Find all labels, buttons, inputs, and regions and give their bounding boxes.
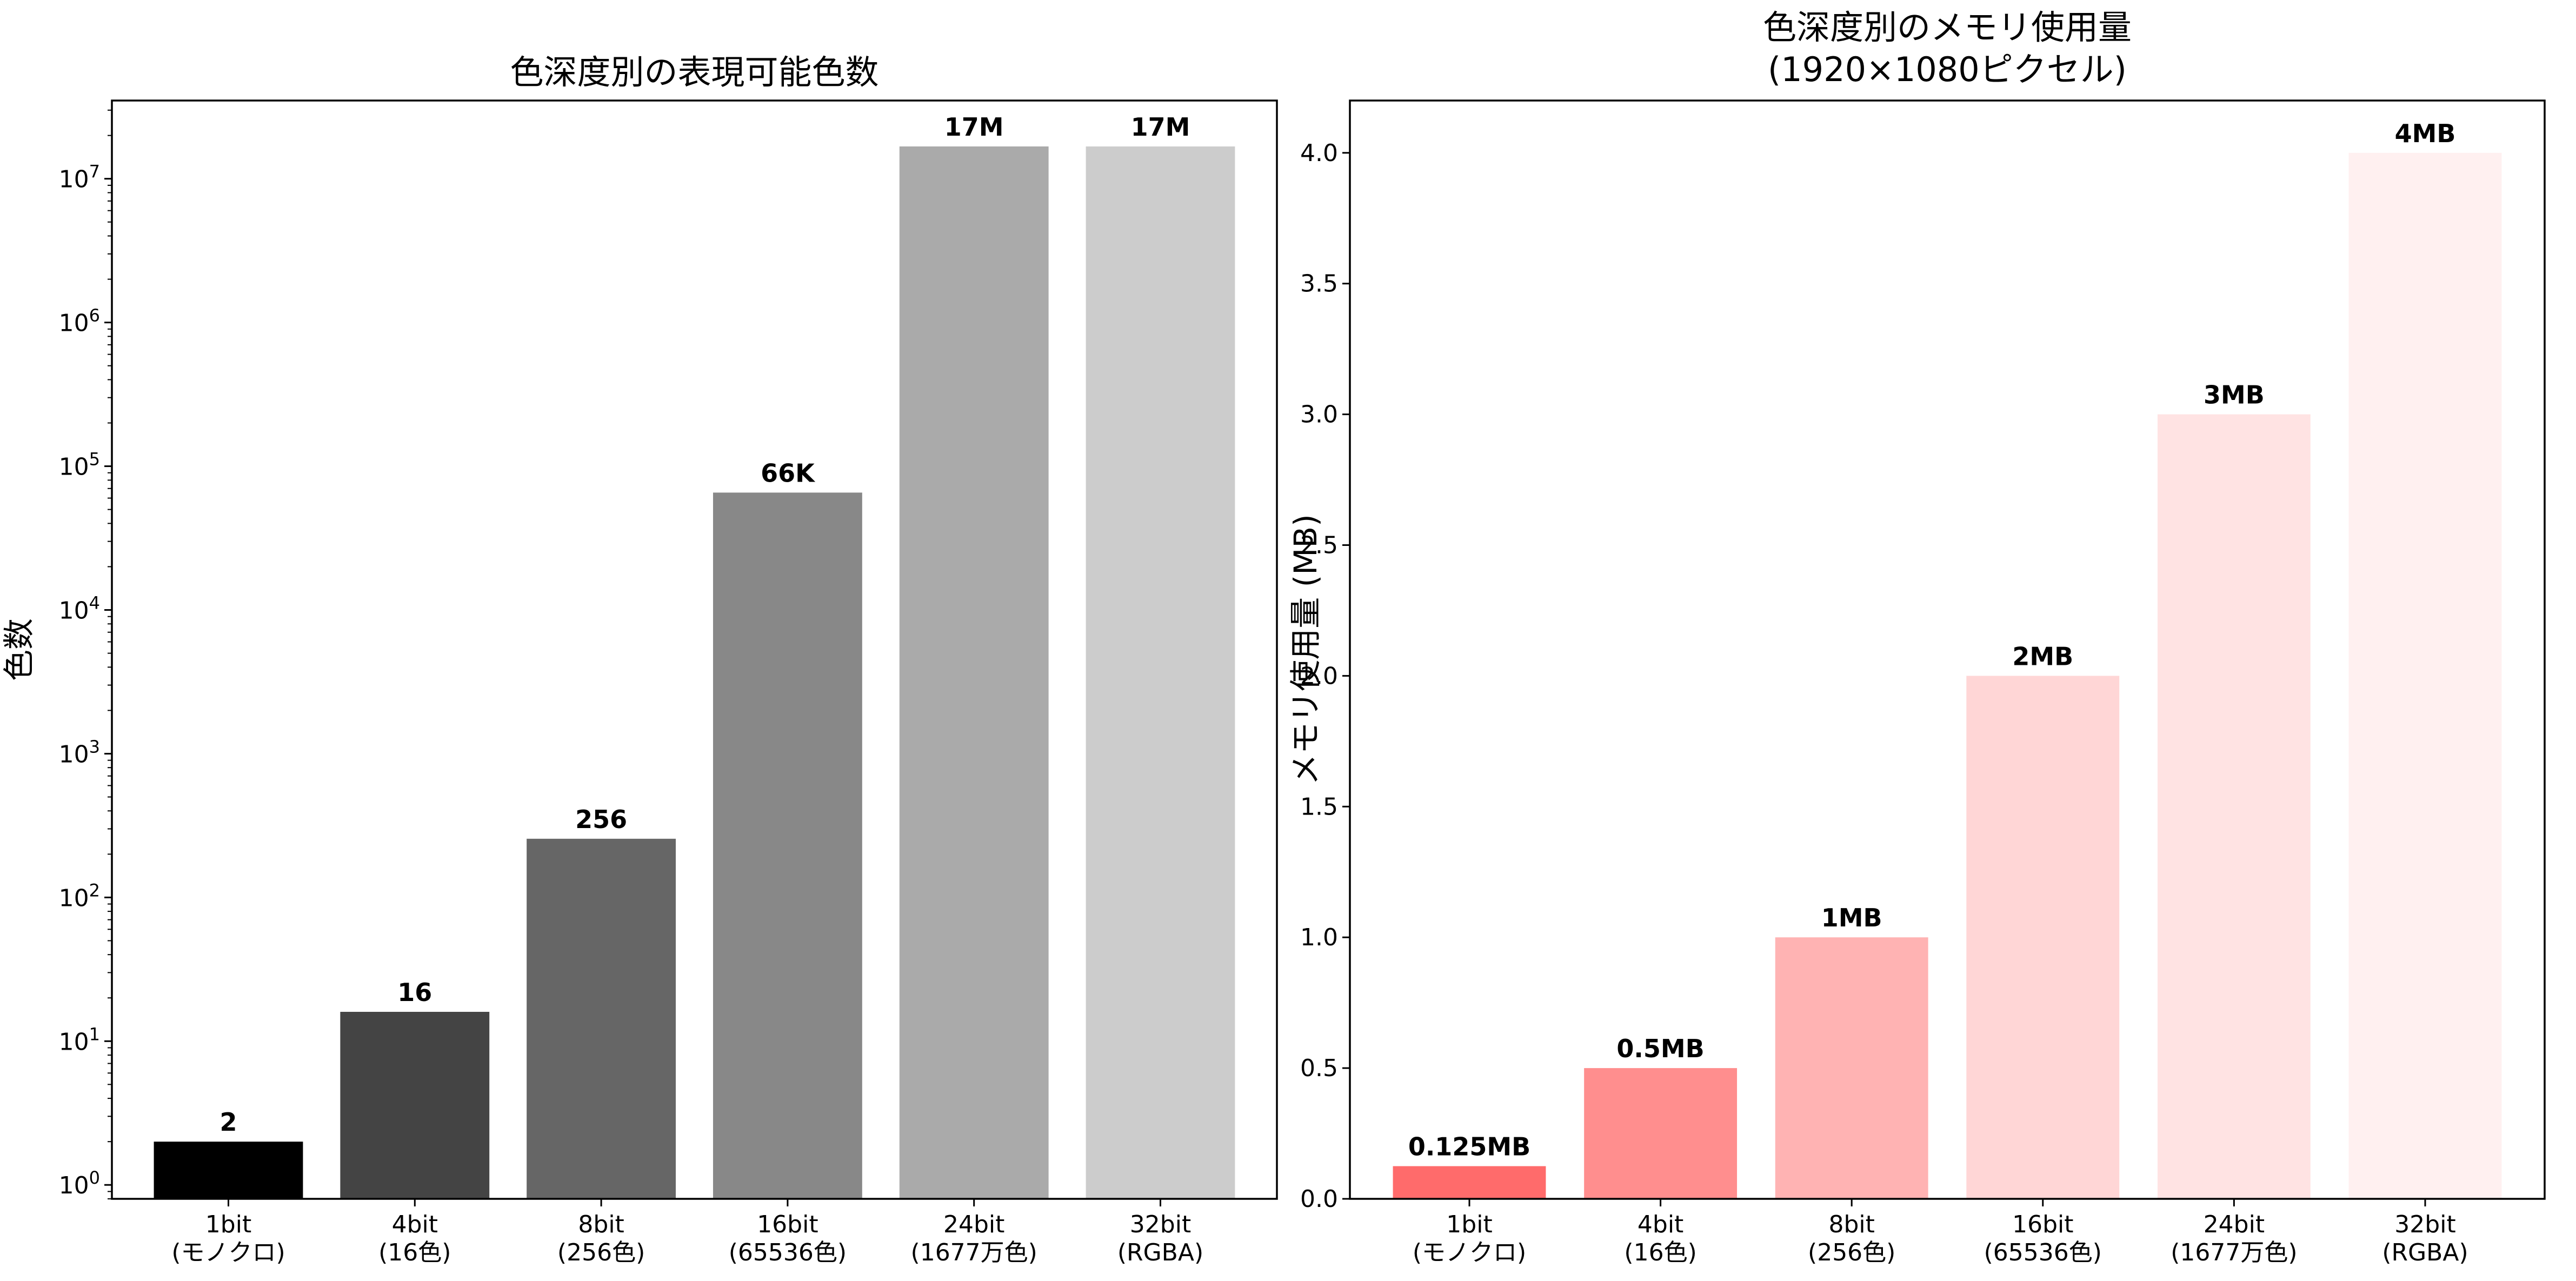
x-tick-label: 16bit xyxy=(2012,1211,2073,1238)
y-tick-label: 103 xyxy=(59,736,100,768)
x-tick-label-sub: (RGBA) xyxy=(1117,1239,1203,1266)
x-tick-label-sub: (16色) xyxy=(378,1239,451,1266)
axes-frame xyxy=(1349,99,2546,1200)
bar xyxy=(713,492,862,1199)
data-label: 17M xyxy=(944,112,1004,142)
y-tick-label: 100 xyxy=(59,1167,100,1199)
y-tick-label: 1.0 xyxy=(1300,924,1338,951)
x-tick-label: 16bit xyxy=(757,1211,818,1238)
bar xyxy=(2348,152,2502,1199)
y-tick-label: 101 xyxy=(59,1024,100,1056)
axes-frame xyxy=(111,99,1278,1200)
chart-title: 色深度別のメモリ使用量 xyxy=(1763,8,2132,47)
y-tick-label: 105 xyxy=(59,449,100,481)
data-label: 1MB xyxy=(1821,903,1882,932)
bar xyxy=(527,838,676,1199)
x-tick-label: 8bit xyxy=(1828,1211,1874,1238)
x-tick-label-sub: (65536色) xyxy=(1984,1239,2102,1266)
x-tick-label: 32bit xyxy=(2394,1211,2455,1238)
y-tick-label: 104 xyxy=(59,592,100,624)
x-tick-label-sub: (1677万色) xyxy=(2171,1239,2297,1266)
y-axis-label: 色数 xyxy=(1,618,37,681)
x-tick-label: 24bit xyxy=(2204,1211,2265,1238)
data-label: 256 xyxy=(575,805,627,834)
data-label: 0.125MB xyxy=(1408,1132,1530,1162)
x-tick-label-sub: (モノクロ) xyxy=(171,1239,285,1266)
data-label: 4MB xyxy=(2395,119,2456,148)
bar xyxy=(1966,676,2120,1199)
x-tick-label: 4bit xyxy=(1638,1211,1683,1238)
data-label: 2MB xyxy=(2012,642,2073,671)
y-tick-label: 0.0 xyxy=(1300,1185,1338,1213)
chart-title: 色深度別の表現可能色数 xyxy=(510,52,878,92)
data-label: 2 xyxy=(219,1107,237,1137)
x-tick-label-sub: (16色) xyxy=(1624,1239,1696,1266)
x-tick-label-sub: (256色) xyxy=(557,1239,645,1266)
y-tick-label: 107 xyxy=(59,162,100,194)
x-tick-label-sub: (RGBA) xyxy=(2382,1239,2468,1266)
data-label: 16 xyxy=(397,978,432,1007)
bar xyxy=(1775,937,1928,1199)
x-tick-label: 8bit xyxy=(578,1211,624,1238)
y-tick-label: 2.5 xyxy=(1300,531,1338,559)
bar xyxy=(1584,1068,1738,1199)
x-tick-label-sub: (1677万色) xyxy=(911,1239,1037,1266)
bar xyxy=(2157,414,2311,1199)
y-tick-label: 0.5 xyxy=(1300,1055,1338,1082)
x-tick-label: 1bit xyxy=(1446,1211,1492,1238)
y-tick-label: 4.0 xyxy=(1300,139,1338,167)
x-tick-label-sub: (65536色) xyxy=(729,1239,847,1266)
memory-usage-chart: 色深度別のメモリ使用量(1920×1080ピクセル) メモリ使用量 (MB) 0.1… xyxy=(1287,8,2546,1266)
data-label: 66K xyxy=(761,458,816,488)
x-tick-label-sub: (256色) xyxy=(1808,1239,1895,1266)
y-tick-label: 2.0 xyxy=(1300,662,1338,690)
y-axis-label: メモリ使用量 (MB) xyxy=(1287,514,1324,785)
x-tick-label-sub: (モノクロ) xyxy=(1413,1239,1526,1266)
y-tick-label: 3.0 xyxy=(1300,401,1338,429)
x-tick-label: 4bit xyxy=(392,1211,438,1238)
y-tick-label: 3.5 xyxy=(1300,270,1338,298)
bar xyxy=(1393,1166,1546,1199)
bar xyxy=(154,1142,303,1199)
data-label: 17M xyxy=(1131,112,1190,142)
bar xyxy=(1086,146,1235,1199)
data-label: 0.5MB xyxy=(1616,1034,1704,1063)
chart-subtitle: (1920×1080ピクセル) xyxy=(1768,50,2127,89)
y-tick-label: 106 xyxy=(59,305,100,337)
bar xyxy=(340,1012,490,1199)
y-tick-label: 102 xyxy=(59,880,100,912)
x-tick-label: 32bit xyxy=(1130,1211,1191,1238)
bar xyxy=(899,146,1049,1199)
data-label: 3MB xyxy=(2204,381,2265,410)
x-tick-label: 24bit xyxy=(943,1211,1004,1238)
y-tick-label: 1.5 xyxy=(1300,793,1338,820)
x-tick-label: 1bit xyxy=(205,1211,251,1238)
